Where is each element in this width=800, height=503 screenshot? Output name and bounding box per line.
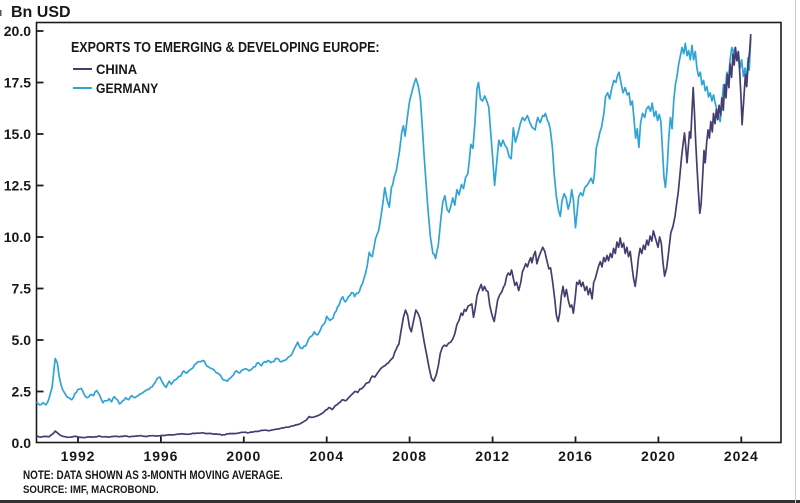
svg-text:1992: 1992: [61, 448, 96, 464]
svg-text:17.5: 17.5: [4, 75, 31, 91]
svg-text:10.0: 10.0: [4, 229, 31, 245]
svg-text:0.0: 0.0: [12, 435, 32, 451]
svg-text:2012: 2012: [475, 448, 510, 464]
svg-text:Bn USD: Bn USD: [11, 4, 71, 21]
svg-text:20.0: 20.0: [4, 23, 31, 39]
svg-text:12.5: 12.5: [4, 178, 31, 194]
svg-text:SOURCE: IMF, MACROBOND.: SOURCE: IMF, MACROBOND.: [23, 483, 159, 496]
svg-text:2008: 2008: [392, 448, 427, 464]
svg-text:EXPORTS TO EMERGING & DEVELOPI: EXPORTS TO EMERGING & DEVELOPING EUROPE:: [71, 39, 380, 55]
svg-text:2020: 2020: [641, 448, 676, 464]
svg-text:2016: 2016: [558, 448, 593, 464]
svg-text:7.5: 7.5: [12, 281, 32, 297]
svg-text:2004: 2004: [309, 448, 344, 464]
svg-text:NOTE: DATA SHOWN AS 3-MONTH MO: NOTE: DATA SHOWN AS 3-MONTH MOVING AVERA…: [23, 469, 283, 482]
svg-text:CHINA: CHINA: [96, 62, 137, 78]
svg-text:15.0: 15.0: [4, 126, 31, 142]
svg-text:1996: 1996: [144, 448, 179, 464]
svg-text:2024: 2024: [724, 448, 759, 464]
svg-text:2.5: 2.5: [12, 384, 32, 400]
svg-text:2000: 2000: [226, 448, 261, 464]
svg-text:GERMANY: GERMANY: [96, 80, 158, 96]
svg-text:5.0: 5.0: [12, 332, 32, 348]
